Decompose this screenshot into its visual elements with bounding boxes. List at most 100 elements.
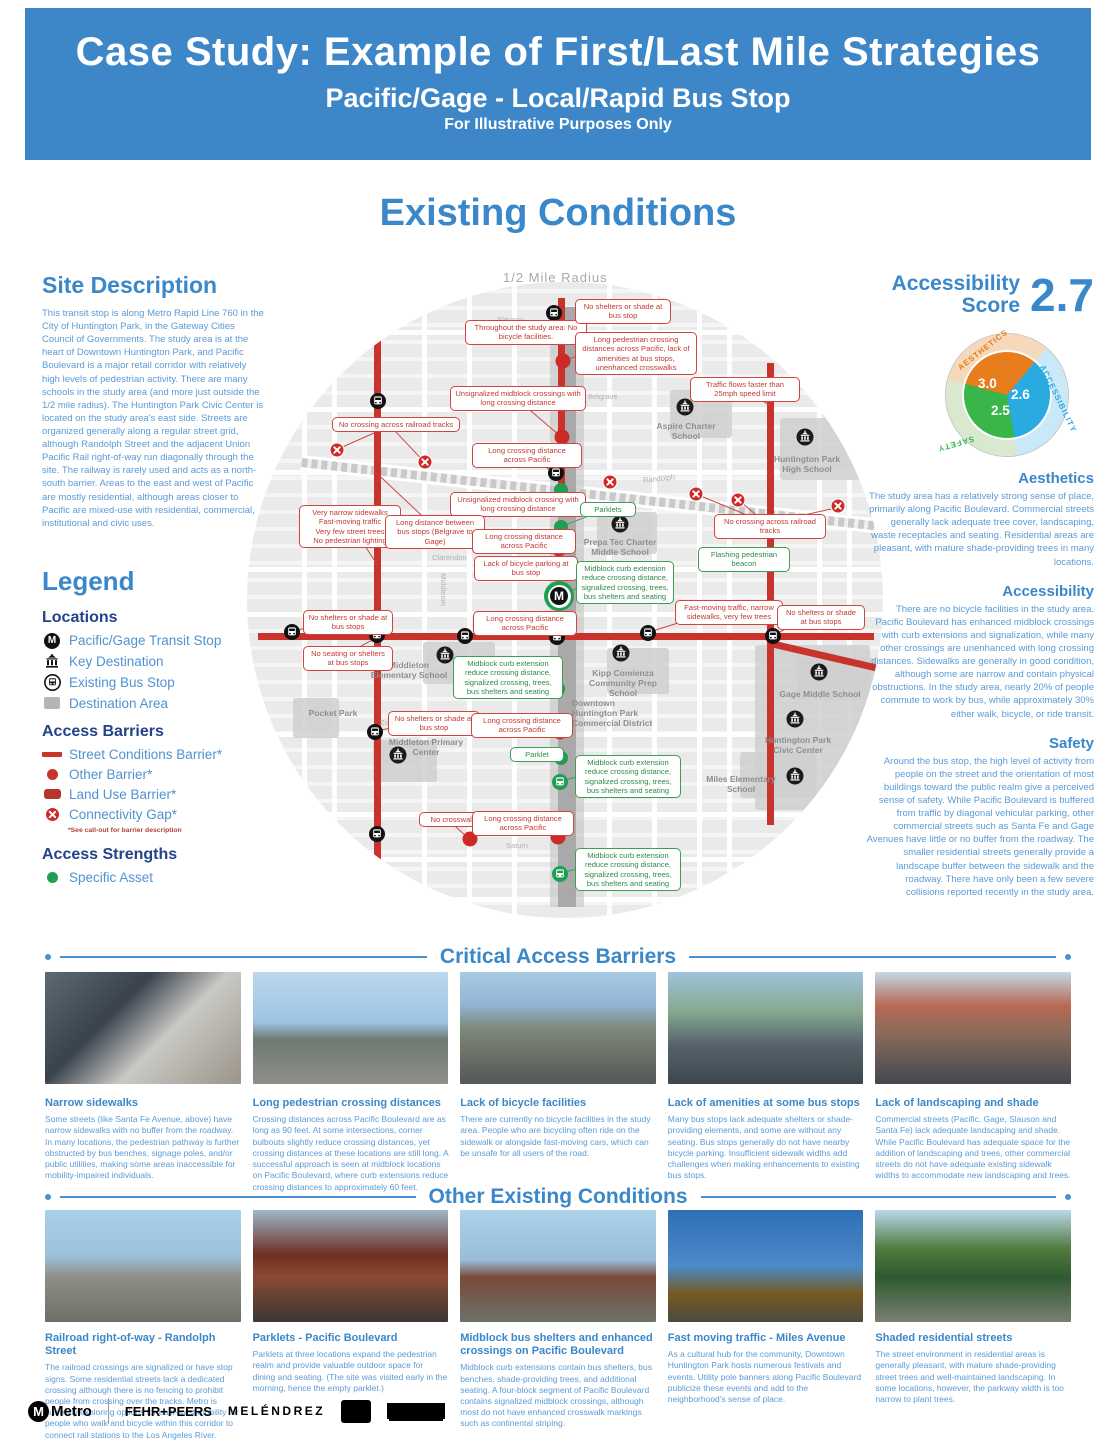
photo-caption: Parklets - Pacific Boulevard Parklets at … bbox=[253, 1332, 449, 1441]
poster-note: For Illustrative Purposes Only bbox=[444, 116, 672, 133]
legend-section-title: Access Strengths bbox=[42, 845, 178, 863]
legend-section-title: Locations bbox=[42, 608, 118, 626]
street-line bbox=[302, 282, 307, 918]
map-callout: No crossing across railroad tracks bbox=[714, 514, 826, 539]
street-label: Slauson bbox=[497, 315, 524, 324]
caption-row: Narrow sidewalks Some streets (like Santa… bbox=[45, 1097, 1071, 1193]
destination-label: Aspire Charter School bbox=[656, 421, 716, 442]
connectivity-gap-icon bbox=[688, 486, 704, 502]
study-area-map: SlausonBelgraveRandolphGageZoeSaturnClar… bbox=[245, 270, 893, 942]
legend-footnote: *See call-out for barrier description bbox=[68, 826, 182, 834]
legend-item-label: Pacific/Gage Transit Stop bbox=[69, 633, 222, 649]
legend-item-label: Key Destination bbox=[69, 653, 164, 669]
condition-photo bbox=[875, 972, 1071, 1084]
legend-item: Key Destination bbox=[42, 653, 264, 669]
score-value: 2.7 bbox=[1030, 269, 1094, 321]
street-label: Zoe bbox=[380, 718, 393, 727]
street-label: Saturn bbox=[506, 841, 529, 850]
finding-body: Around the bus stop, the high level of a… bbox=[866, 755, 1094, 898]
school-icon bbox=[796, 428, 814, 446]
map-callout: Midblock curb extension reduce crossing … bbox=[575, 848, 681, 891]
map-callout: Midblock curb extension reduce crossing … bbox=[575, 755, 681, 798]
photo-caption: Lack of landscaping and shade Commercial … bbox=[875, 1097, 1071, 1193]
condition-photo bbox=[460, 972, 656, 1084]
legend-item-label: Specific Asset bbox=[69, 869, 154, 885]
map-callout: No shelters or shade at bus stop bbox=[388, 711, 480, 736]
destination-label: Prepa Tec Charter Middle School bbox=[583, 537, 657, 558]
map-callout: No shelters or shade at bus stops bbox=[303, 610, 393, 635]
map-callout: Lack of bicycle parking at bus stop bbox=[474, 556, 578, 581]
photo-caption: Lack of bicycle facilities There are curr… bbox=[460, 1097, 656, 1193]
divider-line bbox=[689, 956, 1057, 958]
map-callout: Long crossing distance across Pacific bbox=[472, 811, 574, 836]
map-callout: Long distance between bus stops (Belgrav… bbox=[385, 515, 485, 549]
destination-label: Huntington Park High School bbox=[773, 454, 841, 475]
legend-item: Connectivity Gap* bbox=[42, 806, 264, 822]
bus-stop-icon bbox=[640, 625, 656, 641]
accessibility-score: Accessibility Score 2.7 bbox=[866, 272, 1094, 318]
map-callout: Long pedestrian crossing distances acros… bbox=[575, 332, 697, 375]
enhanced-bus-stop-icon bbox=[552, 774, 568, 790]
finding-block: Accessibility There are no bicycle facili… bbox=[866, 583, 1094, 721]
civic-building-icon bbox=[786, 710, 804, 728]
street-label: Clarendon bbox=[432, 553, 467, 562]
street-conditions-barrier bbox=[374, 338, 381, 862]
map-callout: Very narrow sidewalks Fast-moving traffi… bbox=[299, 505, 401, 548]
caption-title: Fast moving traffic - Miles Avenue bbox=[667, 1332, 846, 1344]
condition-photo bbox=[252, 1210, 449, 1322]
enhanced-bus-stop-icon bbox=[552, 866, 568, 882]
map-callout: Unsignalized midblock crossings with lon… bbox=[450, 386, 586, 411]
photo-row bbox=[45, 972, 1071, 1084]
melendrez-logo: MELÉNDREZ bbox=[227, 1404, 326, 1418]
footer-logos: M Metro FEHR+PEERS MELÉNDREZ bbox=[28, 1398, 446, 1424]
finding-body: The study area has a relatively strong s… bbox=[869, 491, 1094, 568]
legend-item-label: Other Barrier* bbox=[69, 766, 153, 782]
destination-label: Miles Elementary School bbox=[706, 774, 776, 795]
bus-stop-icon bbox=[369, 826, 385, 842]
condition-photo bbox=[667, 972, 864, 1084]
condition-photo bbox=[667, 1210, 864, 1322]
condition-photo bbox=[460, 1210, 656, 1322]
caption-body: The street environment in residential ar… bbox=[875, 1349, 1064, 1405]
site-description-body: This transit stop is along Metro Rapid L… bbox=[42, 308, 264, 529]
school-icon bbox=[612, 644, 630, 662]
legend-item: Land Use Barrier* bbox=[42, 787, 264, 802]
caption-body: Parklets at three locations expand the p… bbox=[252, 1349, 448, 1393]
photo-caption: Fast moving traffic - Miles Avenue As a c… bbox=[668, 1332, 864, 1441]
page-heading: Existing Conditions bbox=[379, 192, 737, 234]
caption-title: Shaded residential streets bbox=[875, 1332, 1013, 1344]
partner-logo bbox=[387, 1403, 446, 1419]
caption-body: As a cultural hub for the community, Dow… bbox=[667, 1349, 862, 1405]
condition-photo bbox=[252, 972, 449, 1084]
street-line bbox=[422, 282, 427, 918]
map-callout: Midblock curb extension reduce crossing … bbox=[453, 656, 563, 699]
legend: Locations M Pacific/Gage Transit Stop Key D… bbox=[42, 609, 264, 885]
metro-logo: M Metro bbox=[28, 1400, 92, 1422]
bus-stop-icon bbox=[367, 724, 383, 740]
map-callout: Fast-moving traffic, narrow sidewalks, v… bbox=[675, 600, 783, 625]
other-barrier-dot bbox=[42, 768, 62, 780]
partner-logo bbox=[341, 1399, 372, 1423]
school-icon bbox=[676, 398, 694, 416]
finding-block: Safety Around the bus stop, the high leve… bbox=[866, 735, 1094, 899]
destination-label: Kipp Comienza Community Prep School bbox=[588, 668, 657, 699]
map-callout: No shelters or shade at bus stops bbox=[777, 605, 865, 630]
section-divider: Critical Access Barriers bbox=[45, 945, 1072, 969]
street-line bbox=[332, 282, 337, 918]
caption-body: Midblock curb extensions contain bus she… bbox=[460, 1362, 653, 1429]
condition-photo bbox=[875, 1210, 1071, 1322]
site-description-heading: Site Description bbox=[42, 272, 218, 298]
map-callout: Traffic flows faster than 25mph speed li… bbox=[690, 377, 800, 402]
street-line bbox=[467, 282, 472, 918]
legend-item: Destination Area bbox=[42, 696, 264, 711]
bus-stop-icon bbox=[284, 624, 300, 640]
section-divider: Other Existing Conditions bbox=[45, 1185, 1072, 1209]
street-label: Randolph bbox=[642, 472, 676, 485]
street-conditions-barrier-swatch bbox=[42, 751, 62, 757]
metro-stop-icon: M bbox=[42, 632, 62, 649]
legend-item: Street Conditions Barrier* bbox=[42, 747, 264, 762]
destination-area bbox=[373, 740, 437, 782]
poster-title: Case Study: Example of First/Last Mile S… bbox=[75, 30, 1041, 74]
area-label: Downtown Huntington Park Commercial Dist… bbox=[572, 698, 653, 729]
section-title: Critical Access Barriers bbox=[439, 945, 677, 968]
